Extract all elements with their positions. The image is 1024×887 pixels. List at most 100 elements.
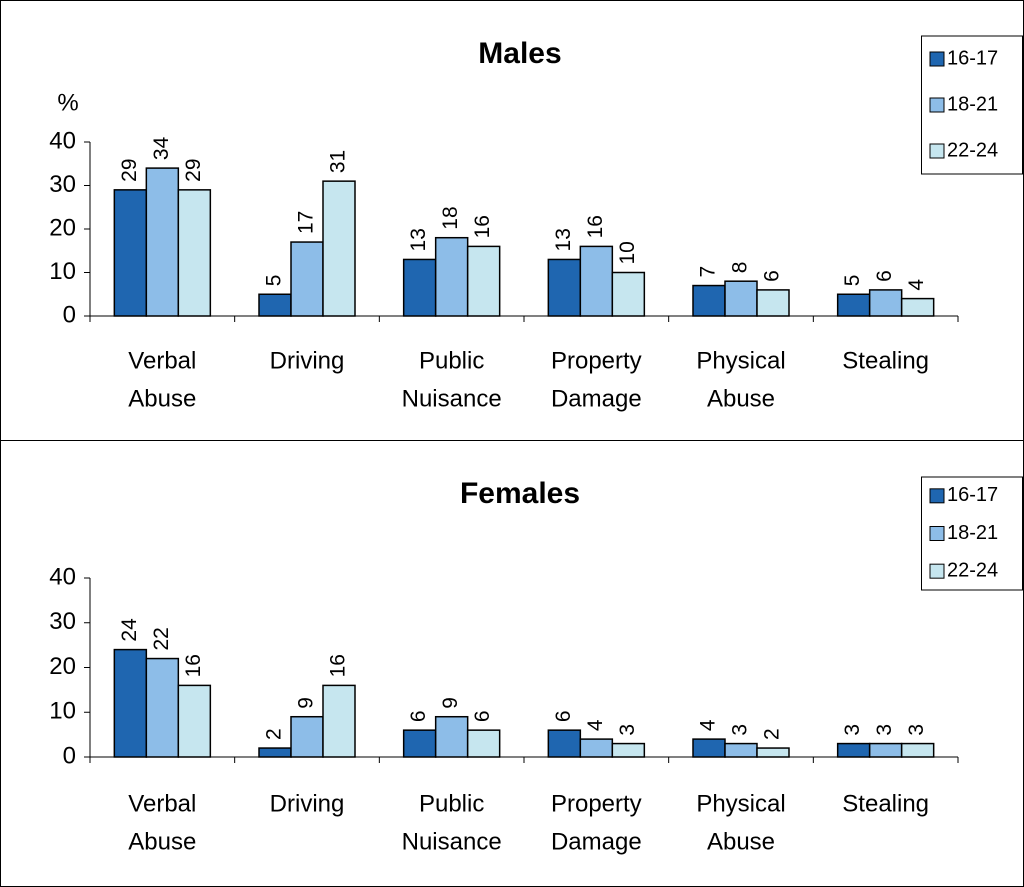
legend-swatch (929, 97, 945, 113)
value-label: 5 (841, 275, 864, 287)
bar (868, 289, 903, 317)
bar (434, 715, 469, 758)
legend-swatch (929, 143, 945, 159)
y-tick-label: 20 (49, 214, 76, 241)
value-label: 18 (439, 206, 462, 229)
x-tick-label: Driving (270, 790, 345, 817)
bar (836, 293, 871, 317)
legend-swatch (929, 526, 945, 541)
bar (177, 684, 212, 758)
value-label: 3 (905, 724, 928, 736)
value-label: 6 (471, 710, 494, 722)
value-label: 22 (150, 627, 173, 650)
value-label: 13 (552, 228, 575, 251)
bar (692, 284, 726, 317)
value-label: 4 (905, 279, 928, 291)
y-tick-label: 30 (49, 171, 76, 198)
x-tick-label: Abuse (707, 385, 775, 412)
chart-title: Males (478, 37, 561, 70)
x-tick-label: Physical (696, 790, 785, 817)
value-label: 31 (327, 150, 350, 173)
bar (756, 289, 790, 317)
bar (692, 738, 726, 758)
bar (579, 245, 614, 317)
value-label: 16 (327, 654, 350, 677)
bar (547, 729, 582, 758)
y-tick-label: 20 (49, 653, 76, 680)
x-tick-label: Verbal (128, 790, 196, 817)
value-label: 3 (729, 724, 752, 736)
bar (611, 271, 646, 317)
value-label: 9 (295, 697, 318, 709)
value-label: 4 (584, 719, 607, 731)
value-label: 17 (295, 211, 318, 234)
x-tick-label: Abuse (707, 828, 775, 855)
value-label: 6 (761, 270, 784, 282)
x-tick-label: Stealing (842, 790, 929, 817)
x-tick-label: Public (419, 790, 484, 817)
y-tick-label: 10 (49, 698, 76, 725)
value-label: 3 (841, 724, 864, 736)
bar (402, 258, 437, 317)
bar (177, 189, 212, 317)
y-tick-label: 40 (49, 563, 76, 590)
legend-label: 18-21 (947, 522, 998, 544)
legend-swatch (929, 488, 945, 504)
bar (434, 236, 469, 317)
value-label: 4 (697, 719, 720, 731)
x-tick-label: Abuse (128, 828, 196, 855)
bar (402, 729, 437, 758)
value-label: 29 (118, 158, 141, 181)
bar (113, 189, 148, 317)
value-label: 34 (150, 136, 173, 160)
value-label: 16 (182, 654, 205, 677)
x-tick-label: Abuse (128, 385, 196, 412)
value-label: 10 (616, 241, 639, 264)
x-tick-label: Damage (551, 385, 642, 412)
value-label: 6 (552, 710, 575, 722)
value-label: 6 (407, 710, 430, 722)
y-tick-label: 40 (49, 127, 76, 154)
value-label: 5 (263, 275, 286, 287)
x-tick-label: Damage (551, 828, 642, 855)
bar (868, 742, 903, 758)
x-tick-label: Verbal (128, 347, 196, 374)
bar (145, 167, 180, 317)
value-label: 6 (873, 270, 896, 282)
x-tick-label: Nuisance (402, 828, 502, 855)
bar (724, 280, 758, 317)
bar (836, 742, 871, 758)
value-label: 16 (584, 215, 607, 238)
x-tick-label: Physical (696, 347, 785, 374)
value-label: 8 (729, 262, 752, 274)
x-tick-label: Nuisance (402, 385, 502, 412)
legend-label: 22-24 (947, 559, 998, 581)
bar (547, 258, 582, 317)
x-tick-label: Stealing (842, 347, 929, 374)
value-label: 3 (873, 724, 896, 736)
x-tick-label: Property (551, 347, 642, 374)
value-label: 7 (697, 266, 720, 278)
bar (579, 738, 614, 758)
bar (113, 648, 148, 758)
value-label: 24 (118, 618, 141, 642)
x-tick-label: Driving (270, 347, 345, 374)
value-label: 13 (407, 228, 430, 251)
bar (611, 742, 646, 758)
bar (290, 241, 324, 317)
value-label: 29 (182, 158, 205, 181)
x-tick-label: Public (419, 347, 484, 374)
bar (466, 245, 501, 317)
bar (756, 747, 790, 758)
bar (900, 742, 935, 758)
legend-label: 18-21 (947, 93, 998, 115)
value-label: 3 (616, 724, 639, 736)
y-axis-label: % (57, 89, 78, 116)
value-label: 16 (471, 215, 494, 238)
bar (900, 297, 935, 317)
legend-label: 16-17 (947, 484, 998, 506)
legend-swatch (929, 563, 945, 579)
value-label: 2 (761, 728, 784, 740)
y-tick-label: 30 (49, 608, 76, 635)
bar (322, 684, 356, 758)
